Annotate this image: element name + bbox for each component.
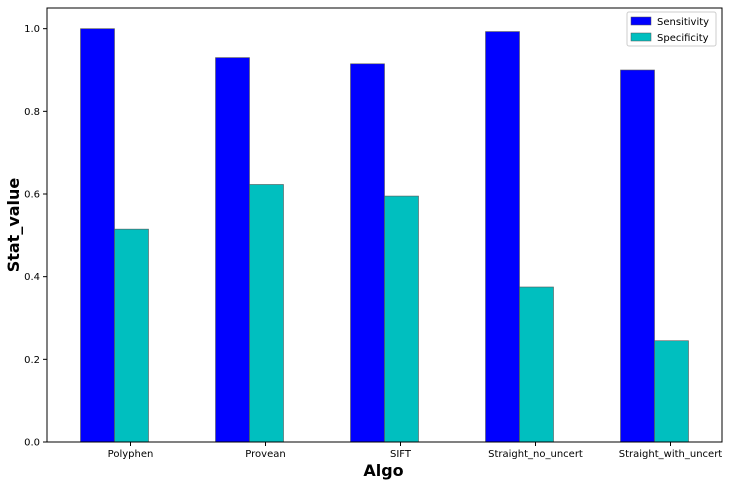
y-tick-label: 0.6 [24, 190, 40, 201]
legend-swatch-sensitivity [630, 16, 652, 26]
y-tick-label: 0.0 [24, 438, 40, 449]
y-tick-label: 0.4 [24, 272, 40, 283]
y-tick-label: 0.2 [24, 355, 40, 366]
x-axis-title: Algo [363, 461, 403, 480]
bars-group [80, 28, 689, 443]
y-tick-label: 1.0 [24, 24, 40, 35]
bar-specificity-provean [249, 184, 284, 443]
bar-specificity-straight_no_uncert [519, 286, 554, 443]
bar-sensitivity-provean [215, 57, 250, 443]
x-tick-label: Polyphen [108, 449, 154, 460]
y-axis-ticks: 0.0 0.2 0.4 0.6 0.8 1.0 [24, 24, 47, 449]
bar-specificity-sift [384, 195, 419, 443]
bar-sensitivity-sift [350, 63, 385, 443]
plot-frame [46, 7, 723, 443]
x-tick-label: SIFT [390, 449, 412, 460]
legend-label-sensitivity: Sensitivity [657, 17, 709, 28]
x-tick-label: Provean [245, 449, 285, 460]
legend-label-specificity: Specificity [657, 33, 709, 44]
bar-specificity-polyphen [114, 228, 149, 443]
bar-sensitivity-straight_no_uncert [485, 31, 520, 443]
x-tick-label: Straight_no_uncert [488, 449, 583, 460]
bar-sensitivity-polyphen [80, 28, 115, 443]
legend-swatch-specificity [630, 32, 652, 42]
y-axis-title: Stat_value [4, 178, 23, 273]
bar-sensitivity-straight_with_uncert [620, 69, 655, 443]
y-tick-label: 0.8 [24, 107, 40, 118]
x-axis-ticks: Polyphen Provean SIFT Straight_no_uncert Str… [108, 442, 723, 460]
bar-specificity-straight_with_uncert [654, 340, 689, 443]
legend: Sensitivity Specificity [626, 11, 717, 47]
x-tick-label: Straight_with_uncert [619, 449, 723, 460]
